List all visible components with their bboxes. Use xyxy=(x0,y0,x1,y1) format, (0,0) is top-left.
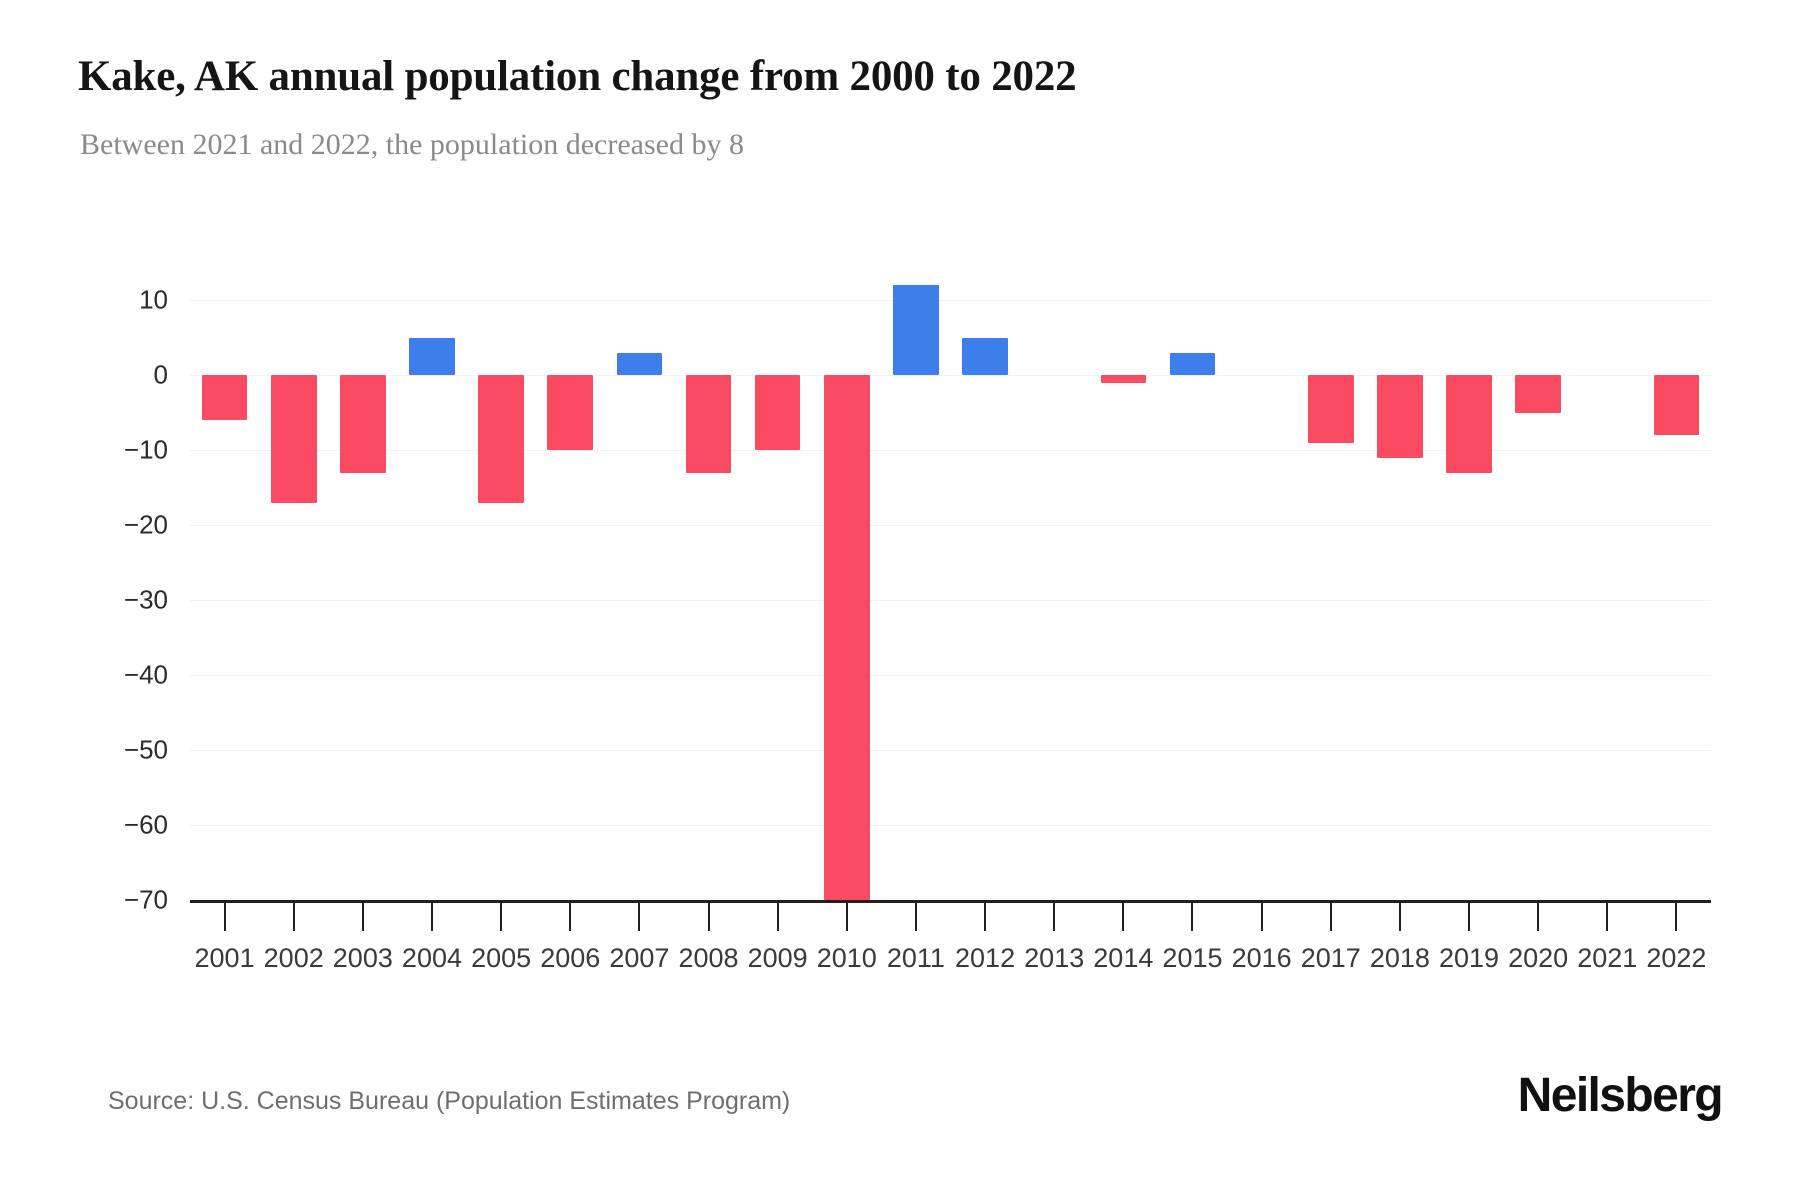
y-axis-tick-label: −40 xyxy=(123,659,168,690)
plot-area: 10 0 −10 −20 −30 −40 −50 −60 −70 xyxy=(124,285,1711,915)
x-axis-tick xyxy=(500,903,503,931)
x-axis-tick xyxy=(569,903,572,931)
gridline xyxy=(190,675,1711,676)
gridline xyxy=(190,375,1711,376)
x-axis-tick xyxy=(1606,903,1609,931)
y-axis-tick-label: −50 xyxy=(123,734,168,765)
bar-2005[interactable] xyxy=(478,375,524,503)
bar-2008[interactable] xyxy=(685,375,732,473)
x-axis-line xyxy=(190,900,1711,903)
x-axis-tick-label-2019: 2019 xyxy=(1438,943,1500,973)
x-axis-tick xyxy=(1260,903,1263,931)
x-axis-tick xyxy=(1191,903,1194,931)
x-axis-tick-label-2009: 2009 xyxy=(747,943,808,973)
gridline xyxy=(190,825,1711,826)
bar-2006[interactable] xyxy=(547,375,594,450)
bar-2015[interactable] xyxy=(1169,352,1216,375)
x-axis-tick xyxy=(638,903,641,931)
source-note: Source: U.S. Census Bureau (Population E… xyxy=(108,1087,791,1115)
x-axis-tick-label-2002: 2002 xyxy=(263,943,324,973)
y-axis-tick-label: 0 xyxy=(153,359,168,390)
y-axis-tick-label: −20 xyxy=(123,509,168,540)
x-axis-tick-label-2013: 2013 xyxy=(1024,943,1085,973)
page-subtitle: Between 2021 and 2022, the population de… xyxy=(80,128,744,161)
bar-2010[interactable] xyxy=(823,375,870,900)
x-axis-tick-label-2014: 2014 xyxy=(1093,943,1154,973)
x-axis-tick-label-2007: 2007 xyxy=(609,943,670,973)
x-axis-tick xyxy=(707,903,710,931)
bar-2003[interactable] xyxy=(340,375,386,473)
bar-2014[interactable] xyxy=(1100,375,1147,383)
bar-2004[interactable] xyxy=(409,337,455,375)
bar-2007[interactable] xyxy=(616,352,663,375)
x-axis-tick xyxy=(361,903,364,931)
x-axis-tick-label-2012: 2012 xyxy=(955,943,1016,973)
x-axis-tick xyxy=(1122,903,1125,931)
x-axis-tick-label-2004: 2004 xyxy=(401,943,463,973)
bar-2001[interactable] xyxy=(201,375,248,420)
x-axis-tick-label-2020: 2020 xyxy=(1508,943,1569,973)
x-axis-tick xyxy=(1398,903,1401,931)
x-axis-tick xyxy=(430,903,433,931)
gridline xyxy=(190,600,1711,601)
y-axis-tick-label: −30 xyxy=(123,584,168,615)
bar-2018[interactable] xyxy=(1377,375,1423,458)
x-axis-tick-label-2005: 2005 xyxy=(471,943,532,973)
x-axis-tick xyxy=(292,903,295,931)
x-axis-tick xyxy=(776,903,779,931)
bar-2017[interactable] xyxy=(1307,375,1354,443)
gridline xyxy=(190,450,1711,451)
bar-2019[interactable] xyxy=(1446,375,1492,473)
bar-2022[interactable] xyxy=(1653,375,1700,435)
page-title: Kake, AK annual population change from 2… xyxy=(78,53,1077,100)
gridline xyxy=(190,525,1711,526)
x-axis-tick xyxy=(1468,903,1471,931)
x-axis-tick xyxy=(914,903,917,931)
x-axis-tick xyxy=(223,903,226,931)
bar-2002[interactable] xyxy=(270,375,317,503)
bar-2011[interactable] xyxy=(893,285,939,375)
x-axis-tick xyxy=(1053,903,1056,931)
x-axis-tick-label-2010: 2010 xyxy=(816,943,877,973)
x-axis-tick-label-2003: 2003 xyxy=(332,943,393,973)
x-axis-tick-label-2017: 2017 xyxy=(1300,943,1361,973)
y-axis-tick-label: −60 xyxy=(123,809,168,840)
x-axis-tick-label-2018: 2018 xyxy=(1369,943,1430,973)
bar-2012[interactable] xyxy=(962,337,1008,375)
x-axis-tick xyxy=(845,903,848,931)
x-axis-tick xyxy=(984,903,987,931)
x-axis-tick-label-2021: 2021 xyxy=(1577,943,1638,973)
x-axis-tick-label-2001: 2001 xyxy=(194,943,255,973)
y-axis-tick-label: −10 xyxy=(123,434,168,465)
y-axis-tick-label: 10 xyxy=(139,284,168,315)
x-axis-tick-label-2016: 2016 xyxy=(1231,943,1292,973)
x-axis-tick xyxy=(1537,903,1540,931)
x-axis-tick-label-2008: 2008 xyxy=(678,943,739,973)
bar-2020[interactable] xyxy=(1515,375,1561,413)
x-axis-tick xyxy=(1675,903,1678,931)
gridline xyxy=(190,300,1711,301)
x-axis-tick-label-2011: 2011 xyxy=(886,943,945,973)
bar-2009[interactable] xyxy=(754,375,801,450)
y-axis-tick-label: −70 xyxy=(123,884,168,915)
x-axis-tick xyxy=(1329,903,1332,931)
brand-logo: Neilsberg xyxy=(1517,1069,1724,1122)
gridline xyxy=(190,750,1711,751)
x-axis-tick-label-2006: 2006 xyxy=(540,943,601,973)
x-axis-tick-label-2022: 2022 xyxy=(1646,943,1707,973)
x-axis-tick-label-2015: 2015 xyxy=(1162,943,1223,973)
